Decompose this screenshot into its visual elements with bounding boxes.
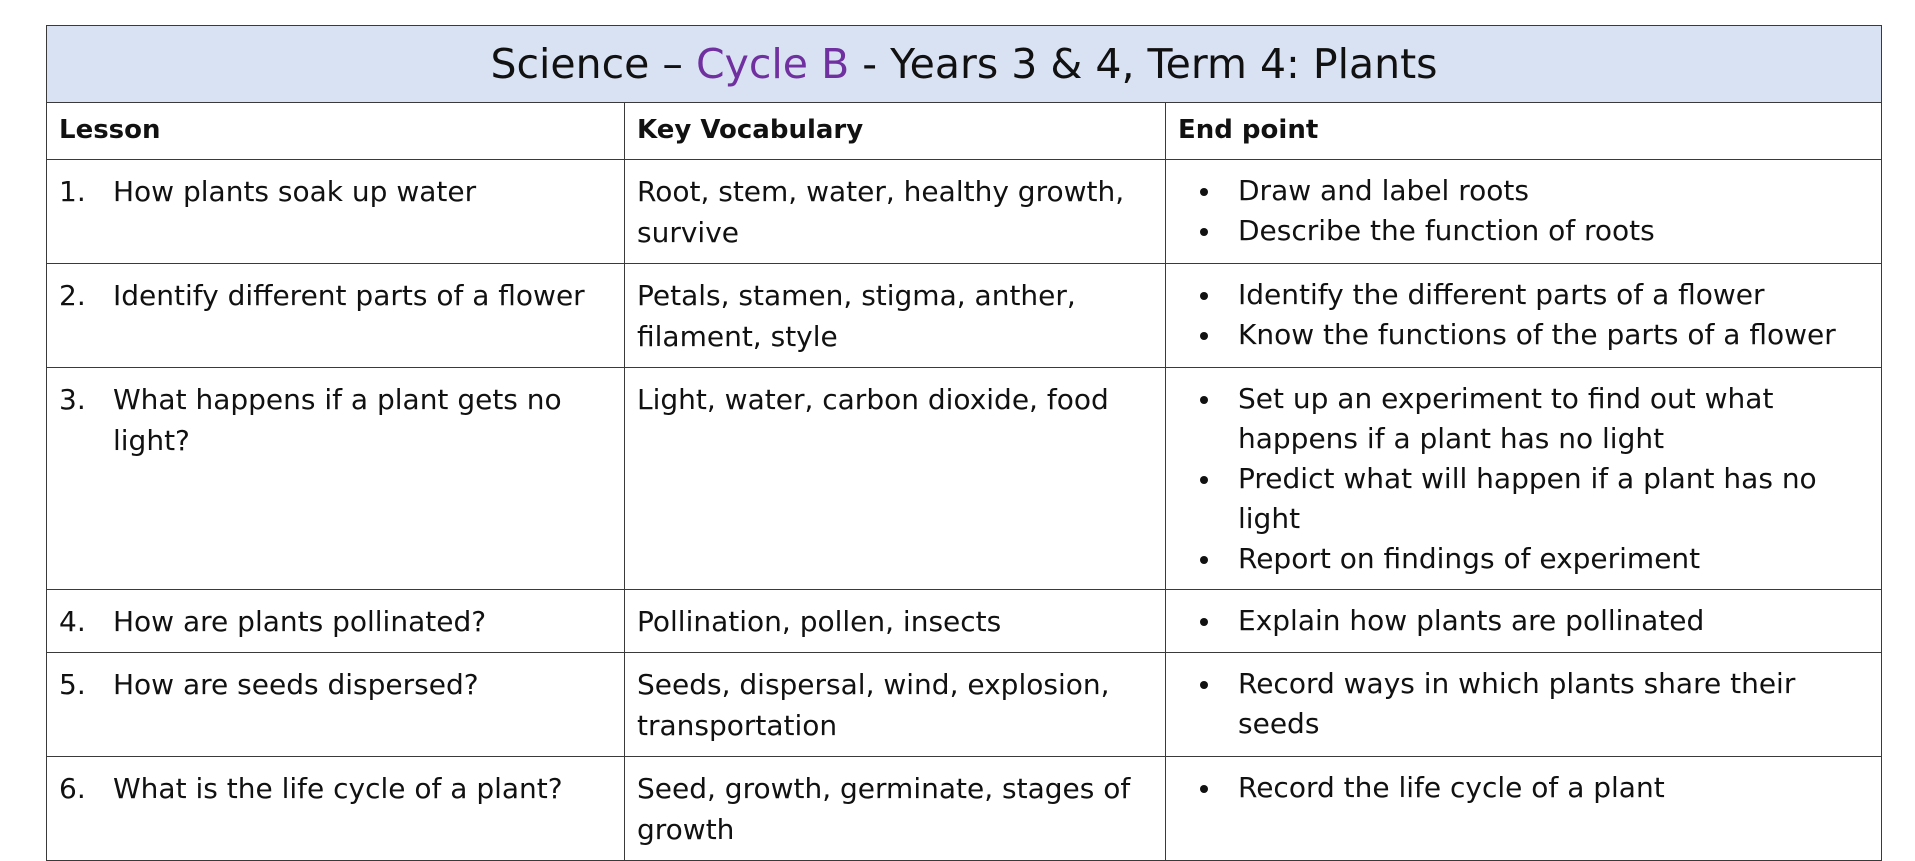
lesson-number: 3. — [59, 383, 86, 416]
vocab-cell: Seeds, dispersal, wind, explosion, trans… — [624, 652, 1166, 757]
lesson-cell: 1. How plants soak up water — [46, 159, 625, 264]
lesson-title: What happens if a plant gets no light? — [113, 383, 562, 457]
column-header-lesson: Lesson — [46, 102, 625, 160]
endpoint-cell: Record the life cycle of a plant — [1164, 756, 1883, 861]
title-suffix: - Years 3 & 4, Term 4: Plants — [849, 40, 1438, 88]
endpoint-item: Set up an experiment to find out what ha… — [1178, 379, 1871, 459]
lesson-number: 1. — [59, 175, 86, 208]
lesson-title: How are plants pollinated? — [113, 605, 487, 638]
endpoint-item: Record ways in which plants share their … — [1178, 664, 1871, 744]
lesson-cell: 3. What happens if a plant gets no light… — [46, 367, 625, 590]
table-row: 5. How are seeds dispersed? Seeds, dispe… — [46, 652, 1883, 757]
column-header-vocab: Key Vocabulary — [624, 102, 1166, 160]
title-prefix: Science – — [490, 40, 696, 88]
vocab-cell: Light, water, carbon dioxide, food — [624, 367, 1166, 590]
endpoint-cell: Explain how plants are pollinated — [1164, 589, 1883, 653]
endpoint-cell: Identify the different parts of a flower… — [1164, 263, 1883, 368]
endpoint-cell: Draw and label roots Describe the functi… — [1164, 159, 1883, 264]
lesson-number: 4. — [59, 605, 86, 638]
vocab-cell: Pollination, pollen, insects — [624, 589, 1166, 653]
endpoint-cell: Set up an experiment to find out what ha… — [1164, 367, 1883, 590]
vocab-cell: Petals, stamen, stigma, anther, filament… — [624, 263, 1166, 368]
endpoint-item: Predict what will happen if a plant has … — [1178, 459, 1871, 539]
endpoint-item: Report on findings of experiment — [1178, 539, 1871, 579]
lesson-cell: 5. How are seeds dispersed? — [46, 652, 625, 757]
plan-table: Science – Cycle B - Years 3 & 4, Term 4:… — [45, 25, 1883, 861]
table-row: 4. How are plants pollinated? Pollinatio… — [46, 589, 1883, 653]
endpoint-item: Know the functions of the parts of a flo… — [1178, 315, 1871, 355]
vocab-cell: Seed, growth, germinate, stages of growt… — [624, 756, 1166, 861]
endpoint-item: Record the life cycle of a plant — [1178, 768, 1871, 808]
lesson-number: 6. — [59, 772, 86, 805]
endpoint-item: Draw and label roots — [1178, 171, 1871, 211]
page-title: Science – Cycle B - Years 3 & 4, Term 4:… — [45, 25, 1883, 103]
table-row: 3. What happens if a plant gets no light… — [46, 367, 1883, 590]
lesson-cell: 4. How are plants pollinated? — [46, 589, 625, 653]
lesson-title: How are seeds dispersed? — [113, 668, 479, 701]
endpoint-item: Explain how plants are pollinated — [1178, 601, 1871, 641]
endpoint-item: Identify the different parts of a flower — [1178, 275, 1871, 315]
table-row: 6. What is the life cycle of a plant? Se… — [46, 756, 1883, 861]
lesson-title: How plants soak up water — [113, 175, 477, 208]
column-header-endpoint: End point — [1164, 102, 1883, 160]
endpoint-cell: Record ways in which plants share their … — [1164, 652, 1883, 757]
lesson-title: What is the life cycle of a plant? — [113, 772, 563, 805]
lesson-title: Identify different parts of a flower — [113, 279, 585, 312]
title-cycle: Cycle B — [695, 40, 850, 88]
lesson-number: 5. — [59, 668, 86, 701]
table-row: 2. Identify different parts of a flower … — [46, 263, 1883, 368]
lesson-number: 2. — [59, 279, 86, 312]
vocab-cell: Root, stem, water, healthy growth, survi… — [624, 159, 1166, 264]
table-row: 1. How plants soak up water Root, stem, … — [46, 159, 1883, 264]
lesson-cell: 2. Identify different parts of a flower — [46, 263, 625, 368]
endpoint-item: Describe the function of roots — [1178, 211, 1871, 251]
lesson-cell: 6. What is the life cycle of a plant? — [46, 756, 625, 861]
